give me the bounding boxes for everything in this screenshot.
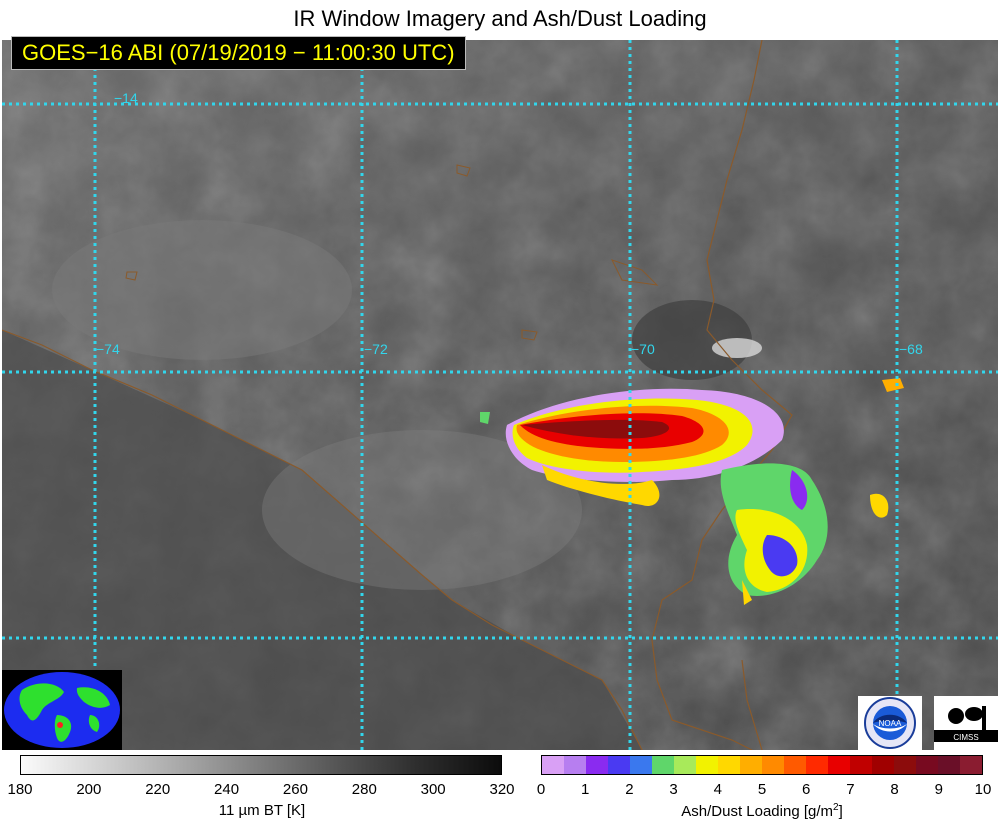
- ir-colorbar-tick-label: 280: [351, 781, 377, 798]
- globe-inset: [2, 670, 122, 750]
- ash-colorbar-tick-label: 5: [757, 781, 767, 798]
- ash-colorbar-tick-label: 9: [934, 781, 943, 798]
- ash-label-end: ]: [838, 803, 843, 820]
- ash-colorbar-tick-label: 10: [974, 781, 992, 798]
- ash-colorbar-tick-label: 8: [890, 781, 899, 798]
- ir-colorbar-label: 11 µm BT [K]: [218, 802, 306, 819]
- ir-colorbar-tick-label: 260: [282, 781, 308, 798]
- map-canvas: [2, 40, 998, 750]
- lakes: [125, 164, 659, 341]
- satellite-map: [2, 40, 998, 750]
- graticule: [2, 40, 998, 750]
- ir-colorbar-tick-label: 180: [7, 781, 33, 798]
- ash-colorbar-label: Ash/Dust Loading [g/m2]: [681, 802, 843, 820]
- ir-colorbar-tick-label: 240: [214, 781, 240, 798]
- border-chile: [741, 659, 763, 750]
- longitude-label-74: −74: [96, 341, 120, 357]
- ash-colorbar-tick-label: 1: [581, 781, 590, 798]
- ash-colorbar-segment: [872, 756, 894, 774]
- ash-colorbar-segment: [652, 756, 674, 774]
- ash-colorbar-segment: [806, 756, 828, 774]
- ash-colorbar-segment: [696, 756, 718, 774]
- ash-colorbar: [541, 755, 983, 775]
- cloud: [712, 338, 762, 358]
- ash-plume: [480, 378, 904, 605]
- ash-colorbar-tick-label: 2: [625, 781, 634, 798]
- ash-colorbar-segment: [894, 756, 916, 774]
- longitude-label-70: −70: [631, 341, 655, 357]
- noaa-logo: NOAA: [858, 696, 922, 750]
- ir-colorbar: [20, 755, 502, 775]
- ash-colorbar-segment: [828, 756, 850, 774]
- cimss-logo-text: CIMSS: [953, 733, 978, 742]
- ash-colorbar-segment: [916, 756, 938, 774]
- ir-colorbar-tick-label: 300: [420, 781, 446, 798]
- ash-colorbar-tick-label: 4: [713, 781, 722, 798]
- lake-region: [632, 300, 752, 380]
- noaa-logo-text: NOAA: [879, 719, 902, 728]
- cimss-logo: CIMSS: [934, 696, 998, 750]
- ir-colorbar-tick-label: 320: [489, 781, 515, 798]
- ash-colorbar-tick-label: 3: [669, 781, 678, 798]
- page-title: IR Window Imagery and Ash/Dust Loading: [293, 6, 707, 31]
- latitude-label: −14: [114, 90, 138, 106]
- satellite-timestamp: GOES−16 ABI (07/19/2019 − 11:00:30 UTC): [11, 36, 466, 70]
- ash-label-sup: 2: [833, 802, 839, 813]
- ash-colorbar-segment: [740, 756, 762, 774]
- ocean-region: [2, 330, 642, 750]
- ash-colorbar-tick-label: 7: [846, 781, 855, 798]
- ash-label-main: Ash/Dust Loading [g/m: [681, 803, 834, 820]
- ash-colorbar-segment: [938, 756, 960, 774]
- longitude-label-72: −72: [364, 341, 388, 357]
- longitude-label-68: −68: [899, 341, 923, 357]
- ash-colorbar-segment: [608, 756, 630, 774]
- ash-colorbar-tick-label: 6: [802, 781, 811, 798]
- ir-colorbar-tick-label: 200: [76, 781, 102, 798]
- ash-colorbar-segment: [718, 756, 740, 774]
- ash-colorbar-segment: [762, 756, 784, 774]
- ash-colorbar-segment: [542, 756, 564, 774]
- ash-colorbar-segment: [850, 756, 872, 774]
- ash-colorbar-segment: [564, 756, 586, 774]
- ash-colorbar-segment: [586, 756, 608, 774]
- ir-colorbar-tick-label: 220: [145, 781, 171, 798]
- coastline: [2, 329, 643, 750]
- ash-colorbar-segment: [784, 756, 806, 774]
- ash-colorbar-tick-label: 0: [536, 781, 546, 798]
- ash-colorbar-segment: [674, 756, 696, 774]
- ash-colorbar-segment: [960, 756, 982, 774]
- ash-colorbar-segment: [630, 756, 652, 774]
